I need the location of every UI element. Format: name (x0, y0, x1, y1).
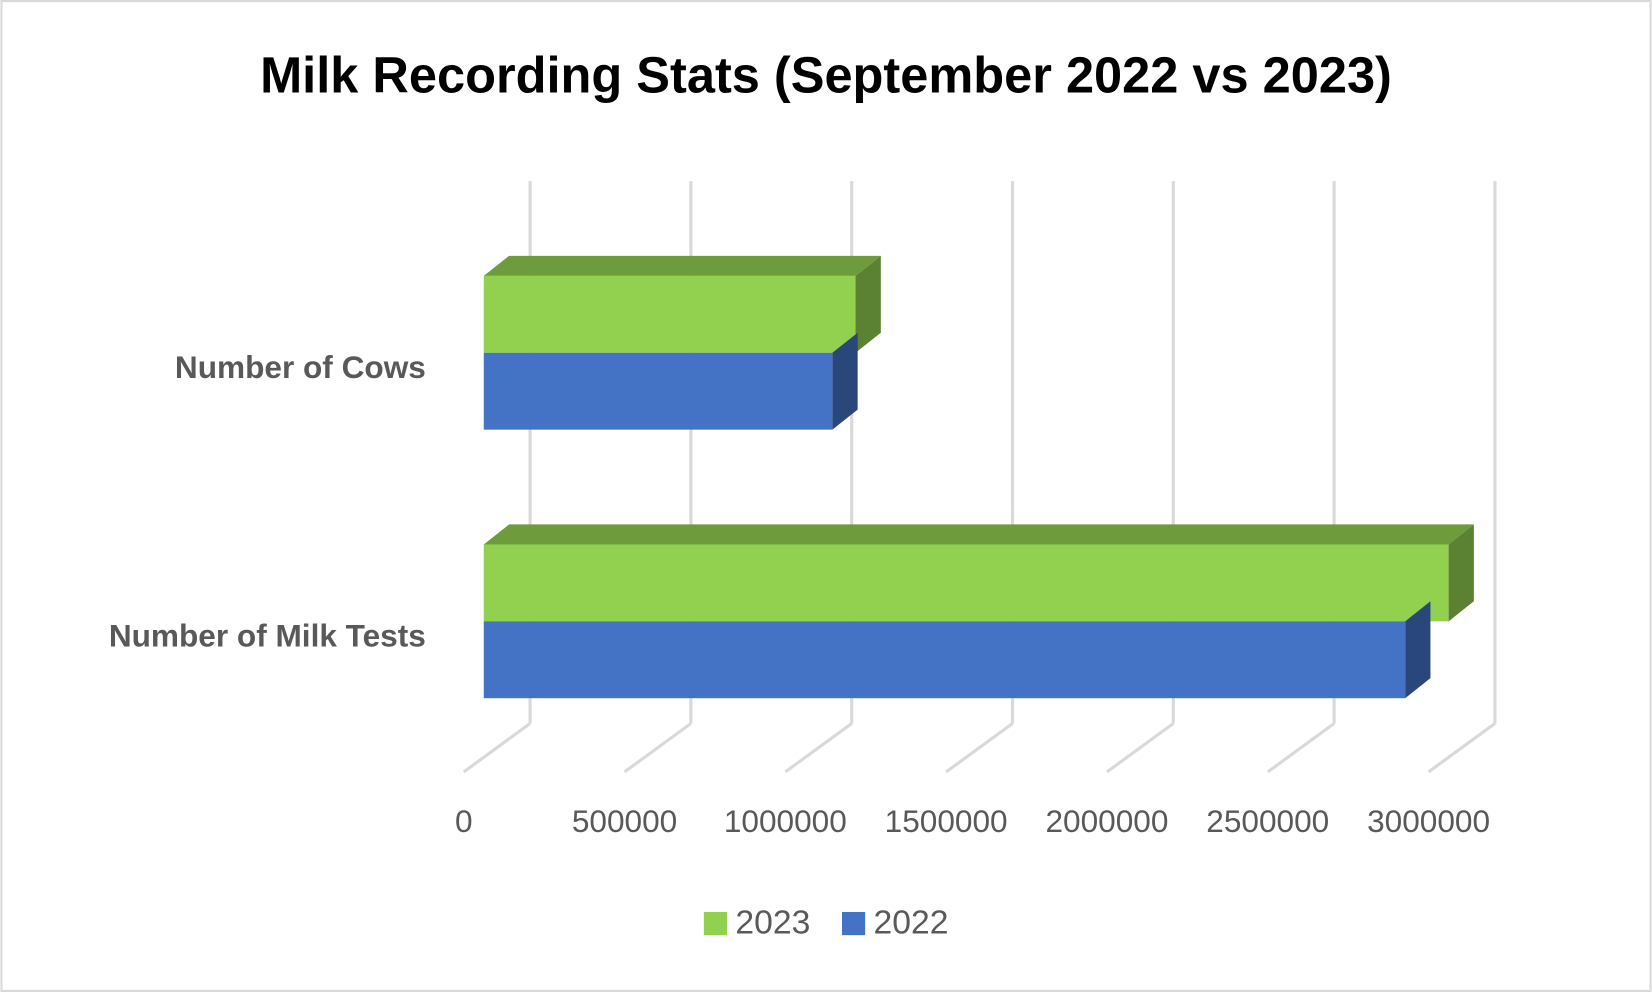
floor-line (1266, 722, 1336, 774)
bar-top (483, 255, 881, 276)
legend-label: 2023 (735, 905, 810, 942)
bar (483, 352, 833, 430)
bar-side (832, 332, 858, 430)
y-tick-label: Number of Milk Tests (109, 618, 426, 654)
legend-label: 2022 (874, 905, 949, 942)
x-tick-label: 1500000 (885, 803, 1008, 839)
bar-side (1405, 601, 1431, 699)
legend-swatch (703, 911, 728, 936)
floor-line (462, 722, 532, 774)
floor-line (1106, 722, 1175, 774)
chart-title: Milk Recording Stats (September 2022 vs … (260, 46, 1392, 103)
floor-line (623, 722, 692, 774)
y-tick-label: Number of Cows (175, 349, 426, 385)
bar-side (855, 255, 881, 353)
bar-side (1448, 524, 1474, 622)
floor-line (1427, 722, 1496, 774)
x-tick-label: 2000000 (1045, 803, 1168, 839)
bar-top (483, 524, 1474, 545)
bar (483, 275, 856, 353)
bar (483, 544, 1449, 622)
x-tick-label: 0 (455, 803, 473, 839)
x-tick-label: 1000000 (724, 803, 847, 839)
floor-line (945, 722, 1014, 774)
x-tick-label: 2500000 (1206, 803, 1329, 839)
legend-swatch (841, 911, 866, 936)
x-tick-label: 500000 (572, 803, 677, 839)
floor-line (784, 722, 853, 774)
bar (483, 621, 1406, 699)
x-tick-label: 3000000 (1367, 803, 1490, 839)
